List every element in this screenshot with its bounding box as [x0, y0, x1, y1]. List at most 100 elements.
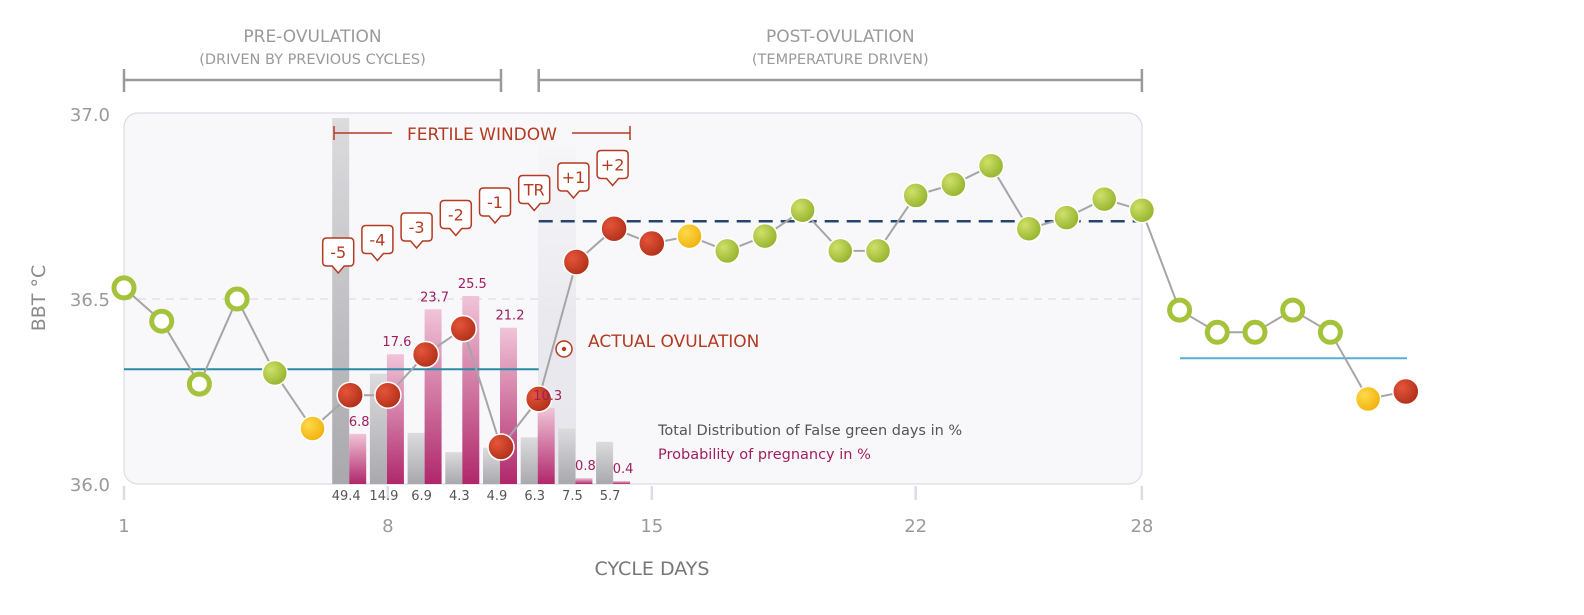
temp-point-red [524, 385, 553, 413]
temp-point-green [1015, 215, 1043, 242]
temp-point-green-ring [224, 286, 250, 312]
temp-point-green [751, 222, 779, 250]
y-axis-label: BBT °C [28, 265, 50, 331]
temp-point-green-ring [1204, 319, 1230, 345]
temp-point-green [789, 196, 816, 224]
pregnancy-bar [462, 296, 480, 484]
day-marker-label: +2 [601, 156, 625, 175]
temp-point-green-ring [1167, 297, 1193, 323]
temp-point-green [1090, 185, 1118, 213]
false-green-bar-label: 6.9 [411, 489, 432, 504]
x-tick-label: 8 [382, 516, 393, 537]
pregnancy-bar-label: 6.8 [349, 415, 370, 430]
false-green-bar-label: 4.9 [487, 489, 508, 504]
fertile-window-label: FERTILE WINDOW [407, 125, 557, 145]
day-marker-box [517, 174, 551, 212]
temp-point-green-ring [186, 371, 212, 397]
day-marker-box [400, 212, 433, 250]
false-green-bar-label: 6.3 [524, 489, 545, 504]
phase-title: PRE-OVULATION [243, 27, 381, 47]
x-axis-label: CYCLE DAYS [595, 558, 710, 580]
day-marker-box [596, 149, 629, 187]
false-green-bar-label: 49.4 [332, 489, 361, 504]
ovulation-annotation: ACTUAL OVULATION [555, 332, 759, 358]
x-tick-label: 1 [118, 516, 129, 537]
temp-point-green [827, 237, 854, 265]
x-tick-label: 15 [640, 516, 663, 537]
temp-point-red [374, 381, 402, 409]
temp-point-green [977, 152, 1005, 180]
y-tick-label: 37.0 [70, 105, 110, 126]
pregnancy-bar-label: 17.6 [382, 335, 411, 350]
temp-point-green [1128, 196, 1156, 224]
phase-title: POST-OVULATION [766, 27, 915, 47]
day-marker-box [478, 187, 512, 225]
pregnancy-bar-label: 10.3 [533, 389, 562, 404]
false-green-bar-label: 5.7 [600, 489, 621, 504]
pregnancy-bar-label: 23.7 [420, 290, 449, 305]
phase-subtitle: (TEMPERATURE DRIVEN) [752, 52, 929, 68]
pregnancy-bar [424, 309, 442, 484]
pregnancy-bar [386, 354, 404, 484]
temp-point-green [713, 237, 741, 265]
y-tick-label: 36.5 [70, 290, 110, 311]
ovulation-label: ACTUAL OVULATION [588, 332, 759, 352]
day-marker-label: -3 [409, 218, 425, 237]
day-marker-label: -4 [369, 231, 385, 250]
fertile-window: FERTILE WINDOW [333, 125, 631, 145]
day-marker-label: -2 [448, 206, 464, 225]
pregnancy-bar-label: 0.4 [613, 462, 634, 477]
false-green-bar-label: 14.9 [369, 489, 398, 504]
temp-point-green-ring [111, 275, 137, 301]
legend: Total Distribution of False green days i… [657, 423, 962, 463]
temp-point-red [411, 340, 440, 369]
false-green-bar [445, 452, 463, 484]
day-marker-label: -5 [330, 243, 346, 262]
legend-entry: Total Distribution of False green days i… [657, 423, 962, 439]
day-marker-box [439, 199, 473, 237]
legend-entry: Probability of pregnancy in % [658, 447, 871, 463]
day-marker-box [321, 237, 355, 275]
pregnancy-bar [349, 433, 367, 484]
temp-point-green-ring [1280, 297, 1306, 323]
day-marker-label: TR [523, 181, 545, 200]
pregnancy-bar-label: 21.2 [496, 309, 525, 324]
false-green-bar-label: 7.5 [562, 489, 583, 504]
temp-point-green-ring [1242, 319, 1268, 345]
temp-point-green [261, 359, 289, 387]
pregnancy-bar [613, 481, 631, 484]
temp-point-green [1053, 204, 1080, 231]
pregnancy-bar [537, 408, 555, 484]
y-tick-label: 36.0 [70, 475, 110, 496]
coverlines [124, 220, 1407, 371]
pregnancy-bar-label: 25.5 [458, 277, 487, 292]
temp-point-red [562, 248, 591, 276]
temp-point-red [1392, 377, 1420, 406]
day-marker-box [557, 162, 590, 200]
false-green-bar [332, 118, 350, 484]
phase-subtitle: (DRIVEN BY PREVIOUS CYCLES) [199, 52, 426, 68]
ovulation-icon-dot [561, 346, 567, 352]
false-green-bar [558, 428, 576, 484]
temp-point-red [449, 314, 478, 343]
x-tick-label: 22 [904, 516, 927, 537]
false-green-bar [407, 432, 425, 484]
pregnancy-bar [575, 478, 593, 484]
temp-point-yellow [676, 222, 703, 250]
false-green-bar [520, 437, 538, 484]
x-axis: 1 8 15 22 28 CYCLE DAYS [118, 486, 1153, 580]
temperature-points [111, 152, 1420, 461]
bar-labels: 49.4 14.9 6.9 4.3 4.9 6.3 7.5 5.7 6.8 17.6 23.7 25.… [332, 277, 634, 504]
temp-point-green [864, 237, 892, 265]
y-axis: 36.0 36.5 37.0 BBT °C [28, 105, 110, 496]
day-markers: -5 -4 -3 -2 -1 TR +1 +2 [321, 149, 629, 275]
false-green-bar [596, 441, 614, 484]
temp-point-green [940, 171, 967, 198]
temp-point-green-ring [1317, 319, 1343, 345]
day-marker-box [361, 224, 394, 262]
temp-point-red [487, 433, 515, 461]
temp-point-yellow [299, 415, 326, 442]
temp-point-green-ring [149, 308, 175, 334]
pregnancy-bar-label: 0.8 [575, 459, 596, 474]
